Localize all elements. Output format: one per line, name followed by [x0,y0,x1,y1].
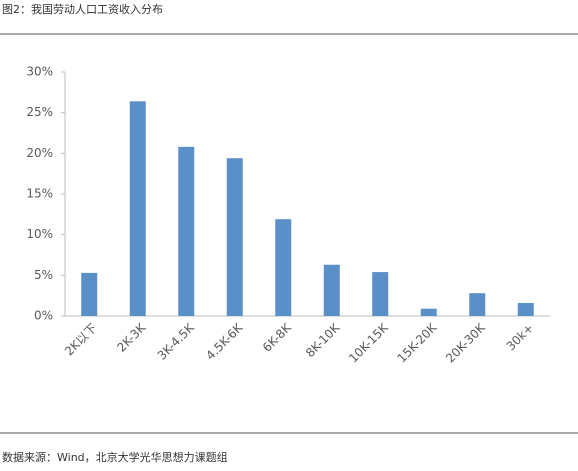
x-tick-label: 6K-8K [260,320,295,355]
bar [178,146,195,316]
y-tick-label: 20% [26,146,53,160]
x-tick-label: 10K-15K [346,320,392,366]
bar [372,272,389,316]
x-tick-label: 2K以下 [62,321,100,359]
x-tick-label: 30k+ [504,321,537,354]
y-tick-label: 5% [34,268,53,282]
x-tick-label: 4.5K-6K [203,320,246,363]
x-tick-label: 3K-4.5K [155,320,198,363]
bar [517,302,534,316]
source-note: 数据来源：Wind，北京大学光华思想力课题组 [2,450,228,464]
y-tick-label: 25% [26,105,53,119]
x-tick-label: 15K-20K [395,320,441,366]
x-tick-label: 2K-3K [114,320,149,355]
bar [129,101,146,316]
y-tick-label: 30% [26,65,53,79]
y-tick-label: 0% [34,309,53,323]
y-tick-label: 10% [26,227,53,241]
bar [323,264,340,316]
bar [81,272,98,316]
y-tick-label: 15% [26,187,53,201]
x-tick-label: 8K-10K [303,320,343,360]
chart-title: 图2：我国劳动人口工资收入分布 [2,2,163,16]
bar [275,219,292,316]
bar [226,158,243,316]
bar [469,293,486,316]
bar [420,308,437,316]
x-tick-label: 20K-30K [443,320,489,366]
